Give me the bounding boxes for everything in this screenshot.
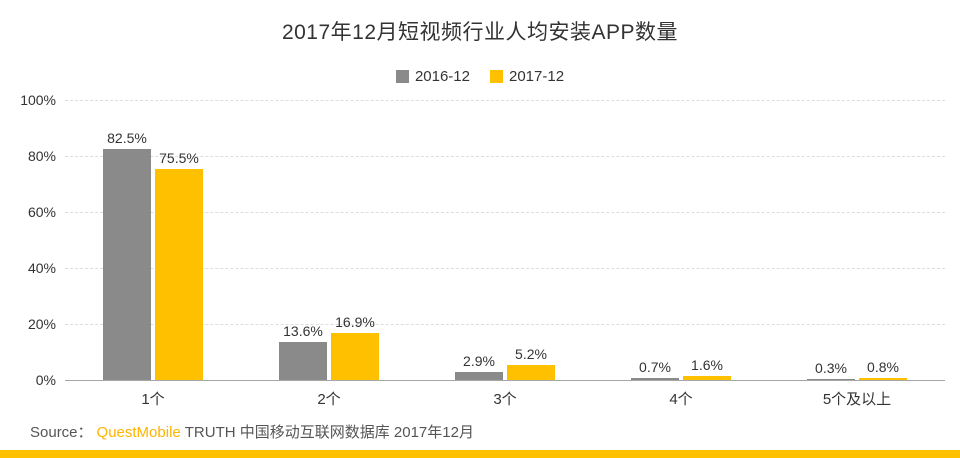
legend-label-2017-12: 2017-12 xyxy=(509,68,565,85)
bar-value-label: 2.9% xyxy=(463,352,495,369)
bar-value-label: 0.3% xyxy=(815,360,847,377)
legend: 2016-12 2017-12 xyxy=(0,68,960,85)
bar-wrap: 13.6% xyxy=(279,100,327,380)
bottom-accent-strip xyxy=(0,450,960,458)
bar-value-label: 16.9% xyxy=(335,313,375,330)
gridline xyxy=(65,268,945,269)
legend-item-2017-12: 2017-12 xyxy=(490,68,564,85)
bar-2017-12 xyxy=(859,377,907,380)
legend-swatch-gray xyxy=(395,70,409,83)
plot-area: 82.5% 75.5% 13.6% 16.9% 2.9% 5.2% 0.7% 1.6% 0.3%… xyxy=(65,100,945,381)
y-tick-label: 40% xyxy=(27,260,56,276)
x-tick-label: 5个及以上 xyxy=(822,391,892,408)
bar-wrap: 5.2% xyxy=(507,100,555,380)
bar-2016-12 xyxy=(807,379,855,380)
gridline xyxy=(65,324,945,325)
legend-item-2016-12: 2016-12 xyxy=(395,68,470,85)
legend-swatch-yellow xyxy=(490,70,503,83)
bar-value-label: 5.2% xyxy=(515,346,547,363)
bar-wrap: 16.9% xyxy=(331,100,379,380)
bar-2017-12 xyxy=(155,168,203,380)
y-tick-label: 60% xyxy=(27,204,56,220)
gridline xyxy=(65,212,945,213)
source-line: Source： QuestMobile TRUTH 中国移动互联网数据库 2017年… xyxy=(30,421,474,442)
y-tick-label: 20% xyxy=(27,316,56,332)
bar-groups: 82.5% 75.5% 13.6% 16.9% 2.9% 5.2% 0.7% 1.6% 0.3%… xyxy=(65,100,945,380)
bar-group: 82.5% 75.5% xyxy=(103,100,203,380)
bar-value-label: 0.8% xyxy=(867,358,899,375)
bar-group: 13.6% 16.9% xyxy=(279,100,379,380)
bar-2017-12 xyxy=(507,365,555,380)
chart-title: 2017年12月短视频行业人均安装APP数量 xyxy=(281,21,679,44)
bar-2016-12 xyxy=(631,378,679,380)
x-axis-labels: 1个 2个 3个 4个 5个及以上 xyxy=(65,388,945,409)
y-tick-label: 80% xyxy=(27,148,56,164)
x-tick-label: 3个 xyxy=(493,391,517,408)
source-brand: QuestMobile xyxy=(96,424,181,441)
source-rest: TRUTH 中国移动互联网数据库 2017年12月 xyxy=(184,424,474,441)
gridline xyxy=(65,156,945,157)
bar-group: 0.3% 0.8% xyxy=(807,100,907,380)
y-tick-label: 100% xyxy=(20,92,56,108)
bar-wrap: 2.9% xyxy=(455,100,503,380)
gridline xyxy=(65,100,945,101)
bar-value-label: 1.6% xyxy=(691,356,723,373)
y-axis-labels: 0% 20% 40% 60% 80% 100% xyxy=(0,92,56,388)
legend-label-2016-12: 2016-12 xyxy=(414,68,470,85)
source-prefix: Source： xyxy=(30,424,93,441)
bar-wrap: 1.6% xyxy=(683,100,731,380)
bar-wrap: 0.8% xyxy=(859,100,907,380)
bar-value-label: 75.5% xyxy=(159,149,199,166)
bar-group: 0.7% 1.6% xyxy=(631,100,731,380)
y-tick-label: 0% xyxy=(35,372,56,388)
x-tick-label: 1个 xyxy=(141,391,165,408)
x-tick-label: 4个 xyxy=(669,391,693,408)
bar-value-label: 82.5% xyxy=(107,130,147,146)
bar-2017-12 xyxy=(331,332,379,380)
bar-wrap: 0.7% xyxy=(631,100,679,380)
bar-value-label: 0.7% xyxy=(639,359,671,376)
bar-2016-12 xyxy=(279,341,327,380)
bar-group: 2.9% 5.2% xyxy=(455,100,555,380)
x-tick-label: 2个 xyxy=(317,391,341,408)
bar-2016-12 xyxy=(103,149,151,380)
bar-wrap: 0.3% xyxy=(807,100,855,380)
bar-2016-12 xyxy=(455,371,503,380)
bar-wrap: 82.5% xyxy=(103,100,151,380)
bar-2017-12 xyxy=(683,375,731,380)
bar-wrap: 75.5% xyxy=(155,100,203,380)
bar-value-label: 13.6% xyxy=(283,322,323,339)
